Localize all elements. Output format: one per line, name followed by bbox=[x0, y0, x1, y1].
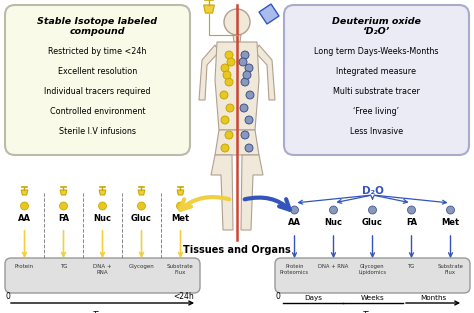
Text: Controlled environment: Controlled environment bbox=[50, 107, 145, 116]
Text: Met: Met bbox=[441, 218, 460, 227]
Polygon shape bbox=[255, 45, 275, 100]
Circle shape bbox=[224, 9, 250, 35]
Text: Months: Months bbox=[420, 295, 446, 301]
Polygon shape bbox=[259, 4, 279, 24]
Circle shape bbox=[241, 51, 249, 59]
Text: Substrate
Flux: Substrate Flux bbox=[167, 264, 194, 275]
Text: ‘D₂O’: ‘D₂O’ bbox=[363, 27, 390, 36]
Circle shape bbox=[245, 116, 253, 124]
Text: Tissues and Organs: Tissues and Organs bbox=[183, 245, 291, 255]
Text: Restricted by time <24h: Restricted by time <24h bbox=[48, 47, 146, 56]
Text: Gluc: Gluc bbox=[362, 218, 383, 227]
Circle shape bbox=[240, 104, 248, 112]
Text: 0: 0 bbox=[275, 292, 281, 301]
Polygon shape bbox=[60, 190, 67, 195]
Circle shape bbox=[220, 91, 228, 99]
Circle shape bbox=[225, 78, 233, 86]
Text: TG: TG bbox=[60, 264, 67, 269]
Circle shape bbox=[176, 202, 184, 210]
Text: Protein
Proteomics: Protein Proteomics bbox=[280, 264, 309, 275]
Text: Glycogen: Glycogen bbox=[128, 264, 155, 269]
Circle shape bbox=[221, 64, 229, 72]
Circle shape bbox=[225, 131, 233, 139]
Text: 0: 0 bbox=[6, 292, 10, 301]
FancyBboxPatch shape bbox=[275, 258, 470, 293]
Polygon shape bbox=[211, 155, 233, 230]
Circle shape bbox=[20, 202, 28, 210]
Text: Individual tracers required: Individual tracers required bbox=[44, 87, 151, 96]
Text: Glycogen
Lipidomics: Glycogen Lipidomics bbox=[358, 264, 387, 275]
Text: D₂O: D₂O bbox=[362, 186, 383, 196]
Text: Gluc: Gluc bbox=[131, 214, 152, 223]
Text: DNA +
RNA: DNA + RNA bbox=[93, 264, 112, 275]
Polygon shape bbox=[177, 190, 184, 195]
Text: Integrated measure: Integrated measure bbox=[337, 67, 417, 76]
Text: AA: AA bbox=[288, 218, 301, 227]
Polygon shape bbox=[241, 155, 263, 230]
Circle shape bbox=[226, 104, 234, 112]
Circle shape bbox=[368, 206, 376, 214]
Text: Protein: Protein bbox=[15, 264, 34, 269]
Polygon shape bbox=[233, 35, 241, 42]
Circle shape bbox=[329, 206, 337, 214]
Circle shape bbox=[241, 131, 249, 139]
Circle shape bbox=[245, 64, 253, 72]
Circle shape bbox=[447, 206, 455, 214]
Circle shape bbox=[137, 202, 146, 210]
Circle shape bbox=[246, 91, 254, 99]
FancyBboxPatch shape bbox=[5, 5, 190, 155]
Circle shape bbox=[243, 71, 251, 79]
Text: Stable Isotope labeled: Stable Isotope labeled bbox=[37, 17, 157, 26]
Circle shape bbox=[221, 116, 229, 124]
Text: Weeks: Weeks bbox=[361, 295, 385, 301]
FancyBboxPatch shape bbox=[284, 5, 469, 155]
Circle shape bbox=[241, 78, 249, 86]
Text: Time: Time bbox=[363, 311, 382, 313]
Text: Excellent resolution: Excellent resolution bbox=[58, 67, 137, 76]
Circle shape bbox=[221, 144, 229, 152]
Text: ‘Free living’: ‘Free living’ bbox=[354, 107, 400, 116]
Text: Deuterium oxide: Deuterium oxide bbox=[332, 17, 421, 26]
Text: <24h: <24h bbox=[173, 292, 194, 301]
Circle shape bbox=[245, 144, 253, 152]
FancyBboxPatch shape bbox=[5, 258, 200, 293]
Text: compound: compound bbox=[70, 27, 125, 36]
Circle shape bbox=[99, 202, 107, 210]
Circle shape bbox=[239, 58, 247, 66]
Polygon shape bbox=[199, 45, 219, 100]
Text: Nuc: Nuc bbox=[93, 214, 111, 223]
Polygon shape bbox=[99, 190, 106, 195]
Polygon shape bbox=[21, 190, 28, 195]
Polygon shape bbox=[215, 130, 259, 155]
Text: FA: FA bbox=[406, 218, 417, 227]
Text: Substrate
Flux: Substrate Flux bbox=[438, 264, 464, 275]
Circle shape bbox=[227, 58, 235, 66]
Text: Less Invasive: Less Invasive bbox=[350, 127, 403, 136]
Text: Nuc: Nuc bbox=[325, 218, 343, 227]
Polygon shape bbox=[138, 190, 145, 195]
Text: Met: Met bbox=[172, 214, 190, 223]
Text: DNA + RNA: DNA + RNA bbox=[319, 264, 349, 269]
Text: Multi substrate tracer: Multi substrate tracer bbox=[333, 87, 420, 96]
Text: Time: Time bbox=[93, 311, 112, 313]
Circle shape bbox=[225, 51, 233, 59]
Text: AA: AA bbox=[18, 214, 31, 223]
Polygon shape bbox=[215, 42, 259, 130]
Text: Days: Days bbox=[304, 295, 322, 301]
Circle shape bbox=[60, 202, 67, 210]
Text: Long term Days-Weeks-Months: Long term Days-Weeks-Months bbox=[314, 47, 439, 56]
Circle shape bbox=[291, 206, 299, 214]
Text: TG: TG bbox=[408, 264, 415, 269]
Text: Sterile I.V infusions: Sterile I.V infusions bbox=[59, 127, 136, 136]
Circle shape bbox=[223, 71, 231, 79]
Circle shape bbox=[408, 206, 416, 214]
Polygon shape bbox=[204, 5, 214, 13]
Text: FA: FA bbox=[58, 214, 69, 223]
